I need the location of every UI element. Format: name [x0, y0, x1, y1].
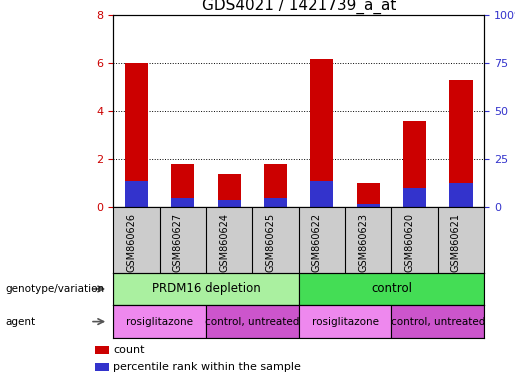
Bar	[391, 305, 484, 338]
Bar	[299, 273, 484, 305]
Bar	[171, 198, 194, 207]
Bar	[449, 183, 472, 207]
Bar	[113, 273, 299, 305]
Text: GSM860624: GSM860624	[219, 213, 229, 271]
Bar	[125, 63, 148, 207]
Bar	[449, 80, 472, 207]
Text: rosiglitazone: rosiglitazone	[126, 316, 193, 327]
Bar	[95, 346, 109, 354]
Bar	[310, 58, 333, 207]
Bar	[125, 181, 148, 207]
Text: control: control	[371, 283, 412, 295]
Text: rosiglitazone: rosiglitazone	[312, 316, 379, 327]
Bar	[95, 363, 109, 371]
Text: PRDM16 depletion: PRDM16 depletion	[151, 283, 261, 295]
Bar	[264, 198, 287, 207]
Bar	[171, 164, 194, 207]
Text: GSM860621: GSM860621	[451, 213, 461, 271]
Bar	[403, 121, 426, 207]
Text: GSM860622: GSM860622	[312, 213, 322, 272]
Bar	[356, 183, 380, 207]
Bar	[206, 305, 299, 338]
Text: control, untreated: control, untreated	[390, 316, 485, 327]
Bar	[403, 188, 426, 207]
Title: GDS4021 / 1421739_a_at: GDS4021 / 1421739_a_at	[201, 0, 396, 14]
Text: control, untreated: control, untreated	[205, 316, 300, 327]
Text: genotype/variation: genotype/variation	[5, 284, 104, 294]
Bar	[310, 181, 333, 207]
Bar	[299, 305, 391, 338]
Bar	[217, 174, 241, 207]
Text: GSM860620: GSM860620	[405, 213, 415, 271]
Bar	[113, 305, 206, 338]
Text: GSM860623: GSM860623	[358, 213, 368, 271]
Text: GSM860626: GSM860626	[127, 213, 136, 271]
Text: agent: agent	[5, 316, 35, 327]
Text: GSM860627: GSM860627	[173, 213, 183, 272]
Text: GSM860625: GSM860625	[266, 213, 276, 272]
Bar	[264, 164, 287, 207]
Bar	[217, 200, 241, 207]
Text: percentile rank within the sample: percentile rank within the sample	[113, 362, 301, 372]
Bar	[356, 204, 380, 207]
Text: count: count	[113, 345, 145, 355]
